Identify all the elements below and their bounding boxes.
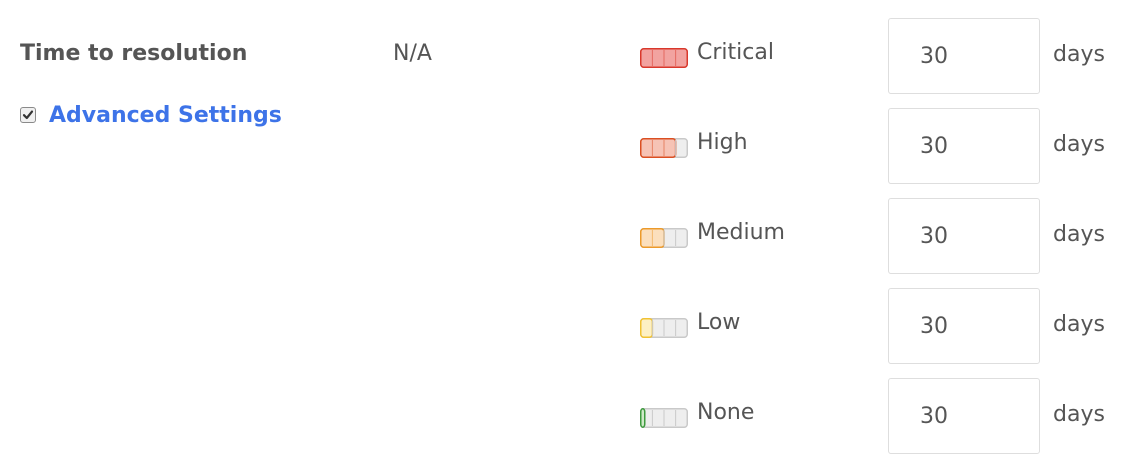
severity-low-icon bbox=[640, 318, 688, 342]
severity-label: None bbox=[697, 400, 755, 425]
field-title: Time to resolution bbox=[20, 41, 248, 66]
high-days-input[interactable] bbox=[888, 108, 1040, 184]
days-unit: days bbox=[1053, 312, 1105, 337]
critical-days-input[interactable] bbox=[888, 18, 1040, 94]
field-value: N/A bbox=[393, 41, 432, 66]
days-unit: days bbox=[1053, 42, 1105, 67]
advanced-settings-toggle[interactable]: Advanced Settings bbox=[20, 100, 282, 130]
days-unit: days bbox=[1053, 132, 1105, 157]
checkmark-icon bbox=[22, 110, 34, 120]
days-unit: days bbox=[1053, 222, 1105, 247]
severity-critical-icon bbox=[640, 48, 688, 72]
severity-row-low: Low days bbox=[640, 288, 1120, 364]
medium-days-input[interactable] bbox=[888, 198, 1040, 274]
severity-medium-icon bbox=[640, 228, 688, 252]
severity-label: High bbox=[697, 130, 748, 155]
days-unit: days bbox=[1053, 402, 1105, 427]
none-days-input[interactable] bbox=[888, 378, 1040, 454]
severity-label: Medium bbox=[697, 220, 785, 245]
severity-row-none: None days bbox=[640, 378, 1120, 454]
severity-none-icon bbox=[640, 408, 688, 432]
severity-row-medium: Medium days bbox=[640, 198, 1120, 274]
severity-high-icon bbox=[640, 138, 688, 162]
advanced-settings-link[interactable]: Advanced Settings bbox=[49, 102, 282, 128]
low-days-input[interactable] bbox=[888, 288, 1040, 364]
severity-label: Critical bbox=[697, 40, 774, 65]
advanced-settings-checkbox[interactable] bbox=[20, 107, 36, 123]
severity-row-critical: Critical days bbox=[640, 18, 1120, 94]
severity-row-high: High days bbox=[640, 108, 1120, 184]
severity-label: Low bbox=[697, 310, 741, 335]
